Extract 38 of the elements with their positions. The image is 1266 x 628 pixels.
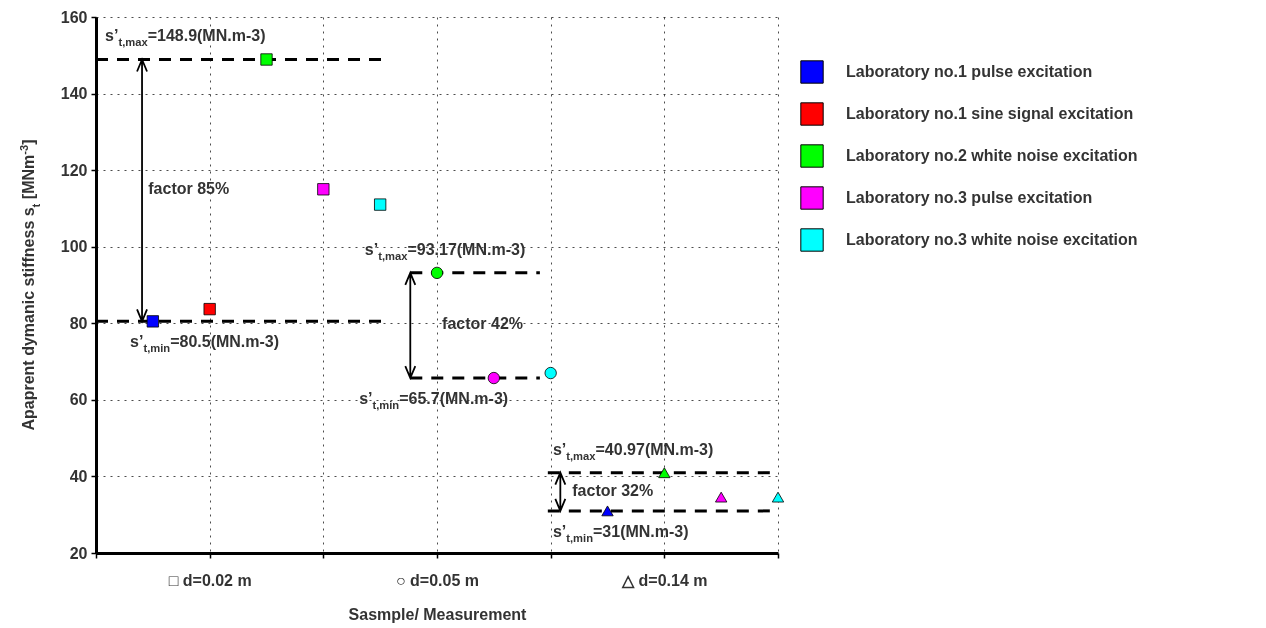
point xyxy=(146,315,159,328)
y-tick-label: 40 xyxy=(69,467,88,485)
point xyxy=(771,491,785,503)
point xyxy=(203,303,216,316)
legend-label: Laboratory no.3 white noise excitation xyxy=(846,231,1138,248)
point xyxy=(430,266,444,279)
y-tick-label: 140 xyxy=(60,85,88,103)
ref-line-label: s’$_{t,max}$=40.97(MN.m-3) xyxy=(552,440,714,462)
y-tick-label: 120 xyxy=(60,161,88,179)
y-tick-label: 100 xyxy=(60,238,88,256)
ref-line-label: s’$_{t,min}$=80.5(MN.m-3) xyxy=(130,333,280,355)
point xyxy=(260,53,273,66)
point xyxy=(374,198,387,211)
y-tick-label: 160 xyxy=(60,8,88,26)
ref-line-label: s’$_{t,max}$=148.9(MN.m-3) xyxy=(105,27,266,49)
legend-label: Laboratory no.1 pulse excitation xyxy=(846,63,1093,80)
annotation: factor 85% xyxy=(148,180,230,198)
legend-label: Laboratory no.2 white noise excitation xyxy=(846,147,1138,164)
point xyxy=(715,491,728,503)
point xyxy=(658,467,671,479)
legend-label: Laboratory no.1 sine signal excitation xyxy=(846,105,1134,122)
ref-line-label: s’$_{t,min}$=31(MN.m-3) xyxy=(552,523,689,544)
y-tick-label: 60 xyxy=(69,391,88,409)
annotation: factor 32% xyxy=(572,482,654,500)
point xyxy=(544,366,557,380)
y-tick-label: 80 xyxy=(69,314,88,332)
legend-label: Laboratory no.3 pulse excitation xyxy=(846,189,1093,206)
x-tick-label: □ d=0.02 m xyxy=(168,571,252,589)
ref-line-label: s’$_{t,max}$=93.17(MN.m-3) xyxy=(364,241,526,262)
x-axis-title: Sasmple/ Measurement xyxy=(348,605,528,623)
x-tick-label: ○ d=0.05 m xyxy=(395,571,480,589)
x-tick-label: △ d=0.14 m xyxy=(621,571,708,589)
ref-line-label: s’$_{t,min}$=65.7(MN.m-3) xyxy=(359,390,509,411)
point xyxy=(601,505,614,517)
point xyxy=(317,183,330,196)
point xyxy=(487,371,500,385)
annotation: factor 42% xyxy=(442,315,524,333)
y-tick-label: 20 xyxy=(69,544,88,562)
